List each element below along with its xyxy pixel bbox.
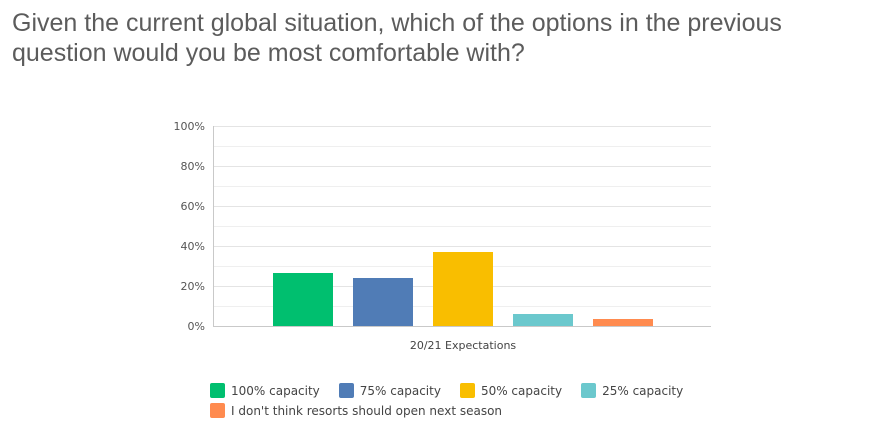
- legend-item[interactable]: 25% capacity: [581, 382, 683, 399]
- legend-swatch: [210, 403, 225, 418]
- question-title: Given the current global situation, whic…: [12, 9, 782, 67]
- legend-swatch: [581, 383, 597, 398]
- bar-25-capacity[interactable]: [513, 314, 573, 326]
- legend-swatch: [338, 383, 354, 398]
- legend-item[interactable]: 75% capacity: [338, 382, 441, 399]
- bar-chart: 0% 20% 40% 60% 80% 100% 20/21 Expectations: [174, 120, 711, 352]
- legend-swatch: [459, 383, 475, 398]
- category-label: 20/21 Expectations: [410, 339, 517, 352]
- legend-item[interactable]: 50% capacity: [459, 382, 563, 399]
- y-tick-label: 80%: [181, 160, 205, 173]
- y-tick-label: 20%: [181, 280, 205, 293]
- bars: [273, 252, 653, 326]
- y-tick-labels: 0% 20% 40% 60% 80% 100%: [174, 120, 205, 333]
- legend-label: I don't think resorts should open next s…: [231, 403, 503, 418]
- y-tick-label: 0%: [188, 320, 205, 333]
- legend-label: 100% capacity: [231, 383, 320, 398]
- y-tick-label: 60%: [181, 200, 205, 213]
- bar-75-capacity[interactable]: [353, 278, 413, 326]
- legend-swatch: [210, 383, 225, 398]
- axes: [213, 126, 711, 327]
- legend-label: 75% capacity: [359, 383, 441, 398]
- y-tick-label: 40%: [181, 240, 205, 253]
- legend-label: 25% capacity: [602, 383, 684, 398]
- bar-i-don-t-think-resorts-should-open-next-season[interactable]: [593, 319, 653, 326]
- legend-item[interactable]: I don't think resorts should open next s…: [210, 402, 750, 419]
- legend-label: 50% capacity: [480, 383, 563, 398]
- category-labels: 20/21 Expectations: [410, 339, 517, 352]
- legend-item[interactable]: 100% capacity: [210, 382, 320, 399]
- chart-legend: 100% capacity 75% capacity 50% capacity 25%…: [210, 382, 750, 419]
- bar-100-capacity[interactable]: [273, 273, 333, 326]
- bar-50-capacity[interactable]: [433, 252, 493, 326]
- y-tick-label: 100%: [174, 120, 205, 133]
